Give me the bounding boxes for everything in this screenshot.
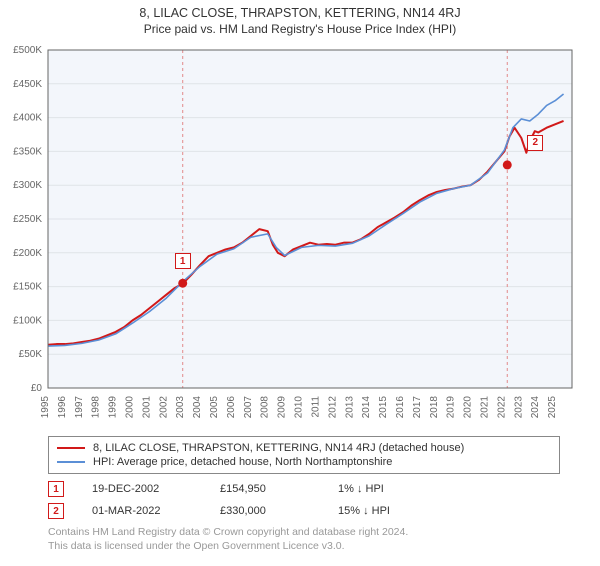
sale-price: £154,950 <box>220 483 310 495</box>
svg-text:2005: 2005 <box>209 396 220 419</box>
sale-date: 19-DEC-2002 <box>92 483 192 495</box>
svg-text:2006: 2006 <box>226 396 237 419</box>
svg-text:2007: 2007 <box>243 396 254 419</box>
copyright-line-1: Contains HM Land Registry data © Crown c… <box>48 526 560 540</box>
svg-text:2017: 2017 <box>412 396 423 419</box>
sale-marker-2: 2 <box>48 503 64 519</box>
legend: 8, LILAC CLOSE, THRAPSTON, KETTERING, NN… <box>48 436 560 474</box>
sale-data-table: 1 19-DEC-2002 £154,950 1% ↓ HPI 2 01-MAR-2022… <box>48 478 560 522</box>
svg-text:2003: 2003 <box>175 396 186 419</box>
svg-text:2022: 2022 <box>496 396 507 419</box>
legend-row-hpi: HPI: Average price, detached house, Nort… <box>57 455 551 469</box>
svg-text:2020: 2020 <box>463 396 474 419</box>
chart-marker-1: 1 <box>175 253 191 269</box>
svg-text:1997: 1997 <box>74 396 85 419</box>
legend-swatch-hpi <box>57 461 85 463</box>
svg-text:2024: 2024 <box>530 396 541 419</box>
sale-marker-1: 1 <box>48 481 64 497</box>
svg-text:£300K: £300K <box>13 180 42 191</box>
svg-text:£250K: £250K <box>13 214 42 225</box>
svg-text:2014: 2014 <box>361 396 372 419</box>
sale-diff: 15% ↓ HPI <box>338 505 390 517</box>
legend-label-hpi: HPI: Average price, detached house, Nort… <box>93 456 392 468</box>
sale-date: 01-MAR-2022 <box>92 505 192 517</box>
svg-text:2004: 2004 <box>192 396 203 419</box>
sale-diff: 1% ↓ HPI <box>338 483 384 495</box>
svg-text:1995: 1995 <box>40 396 51 419</box>
svg-text:2018: 2018 <box>429 396 440 419</box>
svg-text:£150K: £150K <box>13 282 42 293</box>
svg-text:£50K: £50K <box>19 349 43 360</box>
copyright-line-2: This data is licensed under the Open Gov… <box>48 540 560 554</box>
svg-text:2000: 2000 <box>125 396 136 419</box>
svg-text:2015: 2015 <box>378 396 389 419</box>
svg-text:£450K: £450K <box>13 79 42 90</box>
page-title: 8, LILAC CLOSE, THRAPSTON, KETTERING, NN… <box>0 6 600 20</box>
svg-text:2002: 2002 <box>158 396 169 419</box>
sale-row-1: 1 19-DEC-2002 £154,950 1% ↓ HPI <box>48 478 560 500</box>
svg-text:£350K: £350K <box>13 146 42 157</box>
svg-text:£0: £0 <box>31 383 43 394</box>
svg-text:2013: 2013 <box>344 396 355 419</box>
svg-text:2025: 2025 <box>547 396 558 419</box>
page-subtitle: Price paid vs. HM Land Registry's House … <box>0 22 600 36</box>
svg-text:1999: 1999 <box>108 396 119 419</box>
svg-text:2008: 2008 <box>260 396 271 419</box>
legend-swatch-price-paid <box>57 447 85 449</box>
svg-text:2019: 2019 <box>446 396 457 419</box>
svg-text:£500K: £500K <box>13 45 42 56</box>
sale-row-2: 2 01-MAR-2022 £330,000 15% ↓ HPI <box>48 500 560 522</box>
svg-text:£400K: £400K <box>13 113 42 124</box>
svg-text:2012: 2012 <box>327 396 338 419</box>
copyright: Contains HM Land Registry data © Crown c… <box>48 526 560 553</box>
svg-text:2021: 2021 <box>479 396 490 419</box>
svg-text:2010: 2010 <box>294 396 305 419</box>
svg-text:2016: 2016 <box>395 396 406 419</box>
svg-text:2009: 2009 <box>277 396 288 419</box>
svg-text:2011: 2011 <box>310 396 321 418</box>
legend-label-price-paid: 8, LILAC CLOSE, THRAPSTON, KETTERING, NN… <box>93 442 464 454</box>
sale-price: £330,000 <box>220 505 310 517</box>
svg-text:1998: 1998 <box>91 396 102 419</box>
chart-marker-2: 2 <box>527 135 543 151</box>
legend-row-price-paid: 8, LILAC CLOSE, THRAPSTON, KETTERING, NN… <box>57 441 551 455</box>
svg-text:1996: 1996 <box>57 396 68 419</box>
svg-text:2023: 2023 <box>513 396 524 419</box>
svg-text:2001: 2001 <box>141 396 152 419</box>
svg-text:£100K: £100K <box>13 315 42 326</box>
price-chart: £0 £50K £100K £150K £200K £250K £300K £350K £400… <box>0 40 600 430</box>
svg-text:£200K: £200K <box>13 248 42 259</box>
